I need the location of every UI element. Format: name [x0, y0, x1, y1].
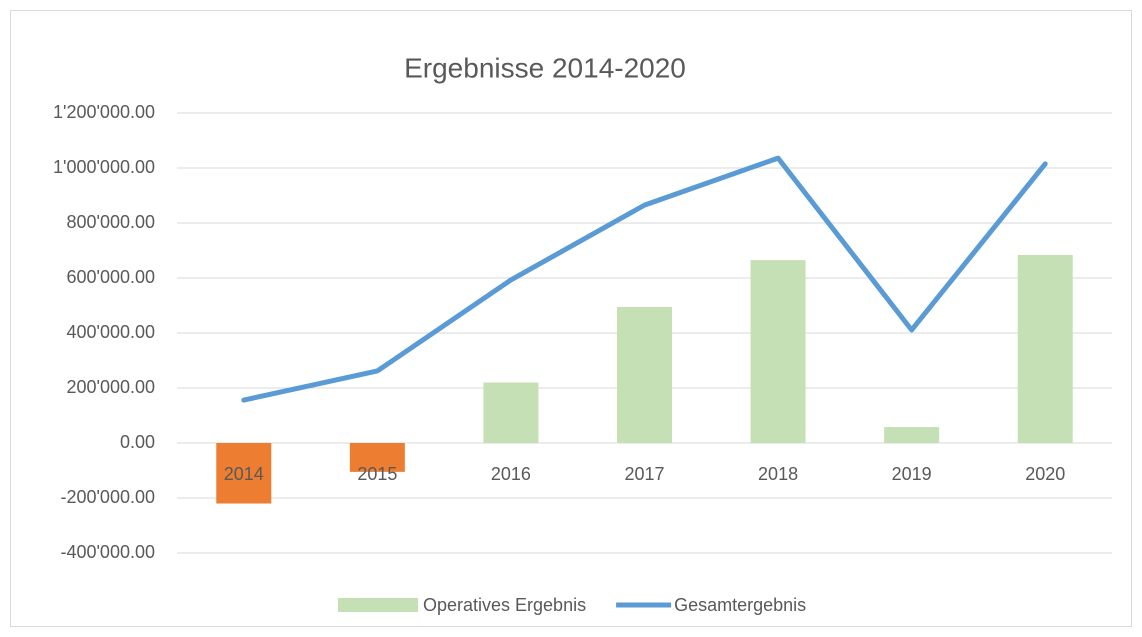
y-tick-label: -400'000.00	[60, 542, 155, 562]
bar	[884, 427, 940, 443]
y-tick-label: 400'000.00	[66, 322, 155, 342]
x-tick-label: 2014	[224, 464, 264, 484]
x-tick-label: 2020	[1025, 464, 1065, 484]
x-tick-label: 2019	[892, 464, 932, 484]
bar	[483, 382, 539, 443]
bar	[617, 306, 672, 443]
legend-label: Operatives Ergebnis	[423, 595, 586, 615]
y-tick-label: 1'000'000.00	[53, 157, 155, 177]
y-tick-label: -200'000.00	[60, 487, 155, 507]
x-tick-label: 2018	[758, 464, 798, 484]
x-tick-label: 2016	[491, 464, 531, 484]
legend-label: Gesamtergebnis	[674, 595, 806, 615]
legend-swatch	[338, 598, 418, 612]
chart-title: Ergebnisse 2014-2020	[404, 52, 686, 83]
x-tick-label: 2015	[357, 464, 397, 484]
y-tick-label: 0.00	[120, 432, 155, 452]
chart-border	[10, 10, 1132, 627]
y-tick-label: 600'000.00	[66, 267, 155, 287]
y-tick-label: 800'000.00	[66, 212, 155, 232]
bar	[349, 443, 405, 472]
bar	[1017, 254, 1073, 443]
y-tick-label: 200'000.00	[66, 377, 155, 397]
bar	[216, 443, 272, 504]
y-tick-label: 1'200'000.00	[53, 102, 155, 122]
bar	[750, 260, 806, 443]
x-tick-label: 2017	[624, 464, 664, 484]
line	[241, 155, 1048, 403]
